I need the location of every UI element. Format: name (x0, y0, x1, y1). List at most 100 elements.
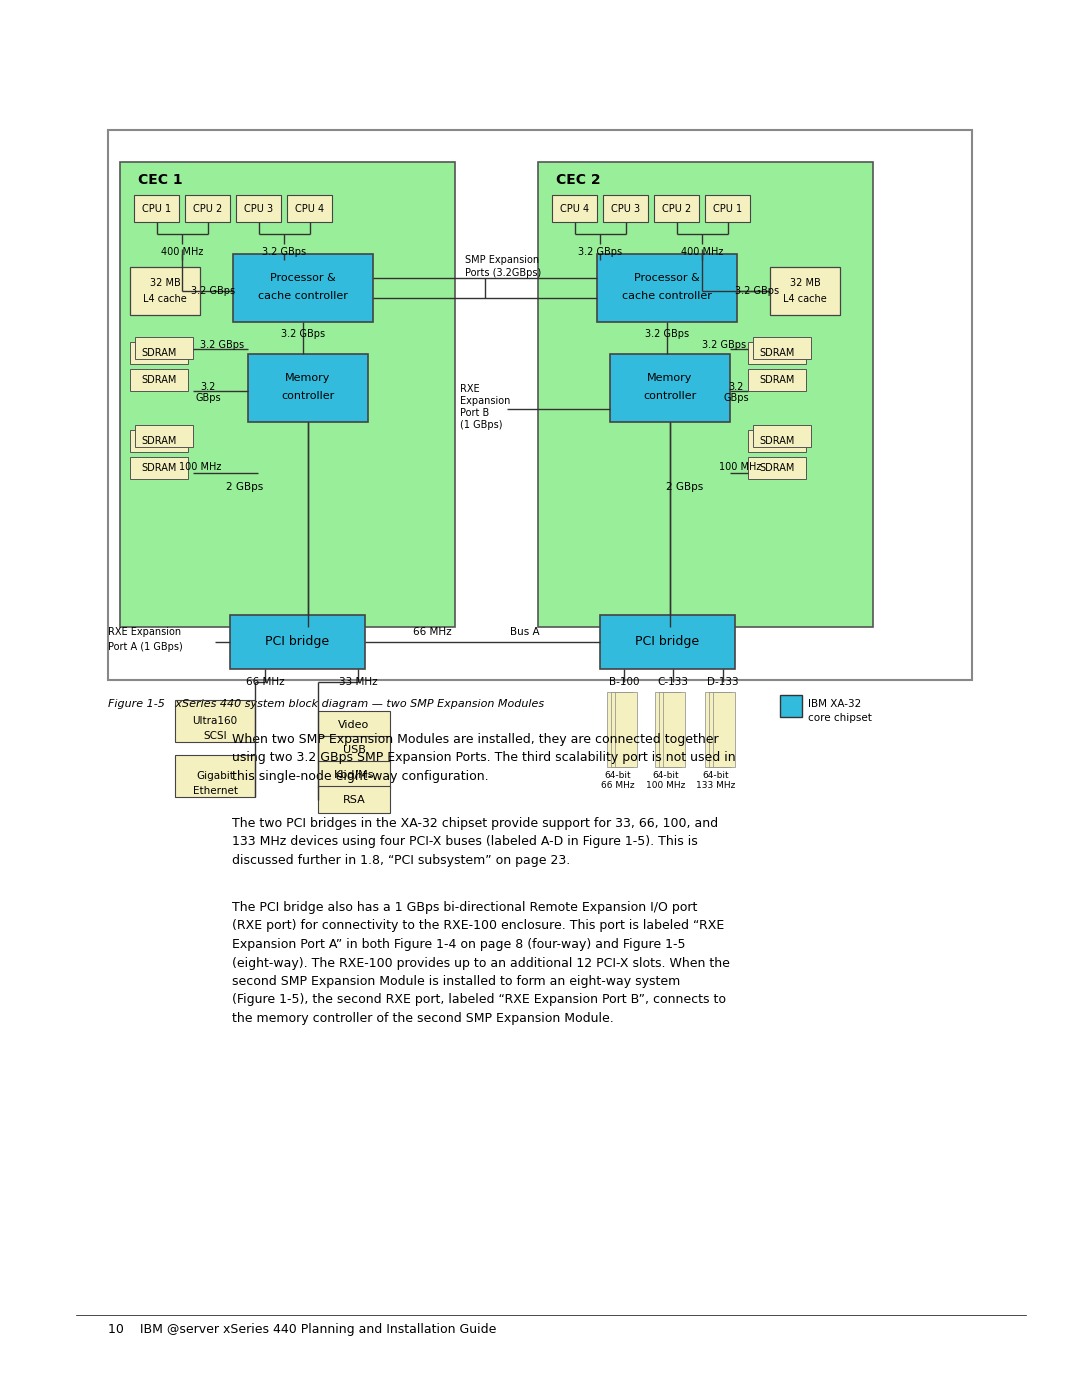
Text: CPU 4: CPU 4 (559, 204, 589, 214)
Text: Figure 1-5   xSeries 440 system block diagram — two SMP Expansion Modules: Figure 1-5 xSeries 440 system block diag… (108, 698, 544, 710)
Text: D-133: D-133 (707, 678, 739, 687)
Text: Processor &: Processor & (270, 272, 336, 284)
Bar (654, 196, 699, 222)
Bar (659, 692, 681, 767)
Bar (134, 196, 179, 222)
Bar (615, 692, 637, 767)
Text: SCSI: SCSI (203, 731, 227, 740)
Text: (1 GBps): (1 GBps) (460, 420, 502, 430)
Bar (603, 196, 648, 222)
Text: 3.2 GBps: 3.2 GBps (262, 247, 306, 257)
Text: PCI bridge: PCI bridge (635, 636, 700, 648)
Text: 10    IBM @server xSeries 440 Planning and Installation Guide: 10 IBM @server xSeries 440 Planning and … (108, 1323, 497, 1336)
Text: Ultra160: Ultra160 (192, 717, 238, 726)
Text: C-133: C-133 (658, 678, 689, 687)
Bar (705, 692, 727, 767)
Text: SDRAM: SDRAM (141, 348, 177, 358)
Bar (770, 267, 840, 314)
Text: 66 MHz: 66 MHz (245, 678, 284, 687)
Text: 100 MHz: 100 MHz (179, 462, 221, 472)
Bar (233, 254, 373, 321)
Text: 3.2 GBps: 3.2 GBps (702, 339, 746, 351)
Bar (753, 425, 811, 447)
Text: USB: USB (342, 745, 365, 754)
Text: 64-bit: 64-bit (652, 771, 679, 780)
Text: 133 MHz: 133 MHz (697, 781, 735, 791)
Text: CPU 3: CPU 3 (244, 204, 273, 214)
Text: GBps: GBps (724, 393, 748, 402)
Text: SDRAM: SDRAM (141, 374, 177, 386)
Text: L4 cache: L4 cache (783, 293, 827, 305)
Text: 33 MHz: 33 MHz (339, 678, 377, 687)
Bar (318, 711, 390, 738)
Bar (748, 369, 806, 391)
Text: CPU 3: CPU 3 (611, 204, 640, 214)
Text: The two PCI bridges in the XA-32 chipset provide support for 33, 66, 100, and
13: The two PCI bridges in the XA-32 chipset… (232, 817, 718, 868)
Text: RSA: RSA (342, 795, 365, 805)
Bar (748, 342, 806, 365)
Text: The PCI bridge also has a 1 GBps bi-directional Remote Expansion I/O port
(RXE p: The PCI bridge also has a 1 GBps bi-dire… (232, 901, 730, 1025)
Text: 3.2: 3.2 (728, 381, 744, 393)
Text: L4 cache: L4 cache (144, 293, 187, 305)
Text: SDRAM: SDRAM (141, 462, 177, 474)
Bar (318, 787, 390, 813)
Bar (552, 196, 597, 222)
Text: 100 MHz: 100 MHz (646, 781, 686, 791)
Text: PCI bridge: PCI bridge (266, 636, 329, 648)
Text: Port B: Port B (460, 408, 489, 418)
Text: SMP Expansion: SMP Expansion (465, 254, 539, 265)
Bar (135, 337, 193, 359)
Text: 66 MHz: 66 MHz (602, 781, 635, 791)
Text: 400 MHz: 400 MHz (680, 247, 724, 257)
Bar (708, 692, 731, 767)
Text: controller: controller (282, 391, 335, 401)
Bar (611, 692, 633, 767)
Bar (753, 337, 811, 359)
Bar (120, 162, 455, 627)
Text: 3.2 GBps: 3.2 GBps (281, 330, 325, 339)
Text: 2 GBps: 2 GBps (227, 482, 264, 492)
Text: Memory: Memory (647, 373, 692, 383)
Bar (318, 736, 390, 763)
Text: SDRAM: SDRAM (141, 436, 177, 446)
Text: Bus A: Bus A (510, 627, 540, 637)
Bar (538, 162, 873, 627)
Text: 32 MB: 32 MB (150, 278, 180, 288)
Text: CEC 2: CEC 2 (556, 173, 600, 187)
Text: B-100: B-100 (609, 678, 639, 687)
Bar (597, 254, 737, 321)
Text: Memory: Memory (285, 373, 330, 383)
Bar (713, 692, 735, 767)
Text: IBM XA-32: IBM XA-32 (808, 698, 861, 710)
Text: SDRAM: SDRAM (759, 436, 795, 446)
Bar (175, 754, 255, 798)
Text: 64-bit: 64-bit (703, 771, 729, 780)
Text: cache controller: cache controller (258, 291, 348, 300)
Bar (230, 615, 365, 669)
Bar (130, 267, 200, 314)
Text: 400 MHz: 400 MHz (161, 247, 203, 257)
Text: SDRAM: SDRAM (759, 374, 795, 386)
Bar (237, 196, 281, 222)
Bar (287, 196, 332, 222)
Text: When two SMP Expansion Modules are installed, they are connected together
using : When two SMP Expansion Modules are insta… (232, 733, 735, 782)
Text: CPU 2: CPU 2 (662, 204, 691, 214)
Bar (654, 692, 677, 767)
Text: 66 MHz: 66 MHz (413, 627, 451, 637)
Bar (600, 615, 735, 669)
Bar (130, 369, 188, 391)
Bar (748, 457, 806, 479)
Text: CPU 4: CPU 4 (295, 204, 324, 214)
Text: 3.2 GBps: 3.2 GBps (191, 286, 235, 296)
Text: CPU 1: CPU 1 (713, 204, 742, 214)
Text: 3.2 GBps: 3.2 GBps (645, 330, 689, 339)
Bar (610, 353, 730, 422)
Bar (175, 700, 255, 742)
Bar (135, 425, 193, 447)
Bar (185, 196, 230, 222)
Text: CPU 1: CPU 1 (141, 204, 171, 214)
Bar (248, 353, 368, 422)
Text: Processor &: Processor & (634, 272, 700, 284)
Text: SDRAM: SDRAM (759, 348, 795, 358)
Text: CPU 2: CPU 2 (193, 204, 222, 214)
